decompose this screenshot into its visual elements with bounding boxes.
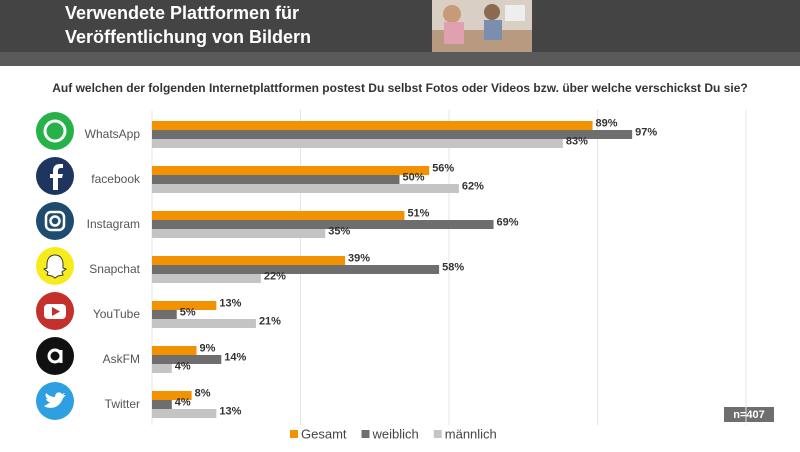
legend-swatch <box>433 430 442 438</box>
value-label: 69% <box>497 216 519 228</box>
value-label: 50% <box>403 171 425 183</box>
value-label: 22% <box>264 270 286 282</box>
value-label: 13% <box>219 405 241 417</box>
bar <box>152 184 459 193</box>
value-label: 35% <box>328 225 350 237</box>
bar <box>152 355 222 364</box>
value-label: 14% <box>224 351 246 363</box>
bar <box>152 400 172 409</box>
bar <box>152 409 217 418</box>
value-label: 4% <box>175 360 191 372</box>
value-label: 83% <box>566 135 588 147</box>
bar <box>152 301 217 310</box>
value-label: 89% <box>596 117 618 129</box>
bar <box>152 166 430 175</box>
chart-title: Veröffentlichung von Bildern <box>65 27 311 47</box>
value-label: 97% <box>635 126 657 138</box>
category-label: Twitter <box>105 397 140 411</box>
bar <box>152 256 346 265</box>
chart-title: Verwendete Plattformen für <box>65 3 299 23</box>
value-label: 5% <box>180 306 196 318</box>
value-label: 9% <box>200 342 216 354</box>
legend-label: weiblich <box>372 426 419 441</box>
category-label: Instagram <box>87 217 140 231</box>
category-label: WhatsApp <box>85 127 141 141</box>
value-label: 62% <box>462 180 484 192</box>
legend-swatch <box>361 430 370 438</box>
chart-subtitle: Auf welchen der folgenden Internetplattf… <box>52 81 747 95</box>
legend-label: männlich <box>445 426 497 441</box>
value-label: 8% <box>195 387 211 399</box>
bar <box>152 364 172 373</box>
bar <box>152 346 197 355</box>
bar <box>152 211 405 220</box>
value-label: 58% <box>442 261 464 273</box>
bar <box>152 139 563 148</box>
bar <box>152 220 494 229</box>
value-label: 4% <box>175 396 191 408</box>
category-label: Snapchat <box>89 262 140 276</box>
category-label: YouTube <box>93 307 140 321</box>
value-label: 39% <box>348 252 370 264</box>
legend-label: Gesamt <box>301 426 347 441</box>
sample-badge <box>724 407 774 422</box>
bar <box>152 310 177 319</box>
bar <box>152 265 440 274</box>
sample-size: n=407 <box>733 409 765 421</box>
platform-icons <box>36 112 74 420</box>
bar <box>152 130 633 139</box>
value-label: 51% <box>407 207 429 219</box>
bar <box>152 274 261 283</box>
value-label: 56% <box>432 162 454 174</box>
legend-swatch <box>290 430 298 438</box>
bar <box>152 229 326 238</box>
bar <box>152 121 593 130</box>
bar <box>152 175 400 184</box>
bar <box>152 319 256 328</box>
category-label: facebook <box>91 172 141 186</box>
category-label: AskFM <box>103 352 140 366</box>
header-top <box>0 0 800 52</box>
bar <box>152 391 192 400</box>
header-photo <box>432 0 532 52</box>
value-label: 21% <box>259 315 281 327</box>
value-label: 13% <box>219 297 241 309</box>
